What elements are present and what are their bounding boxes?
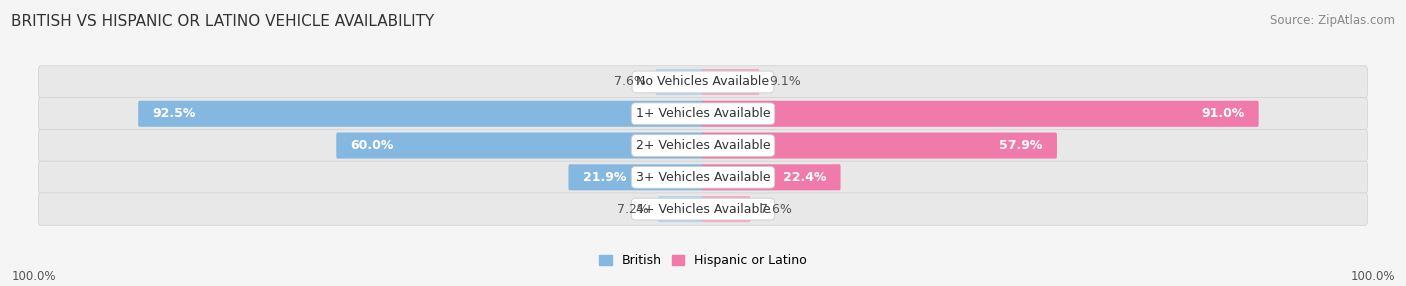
FancyBboxPatch shape — [38, 161, 1368, 194]
Text: No Vehicles Available: No Vehicles Available — [637, 76, 769, 88]
FancyBboxPatch shape — [702, 69, 759, 95]
Text: 60.0%: 60.0% — [350, 139, 394, 152]
Text: 100.0%: 100.0% — [1350, 270, 1395, 283]
Text: BRITISH VS HISPANIC OR LATINO VEHICLE AVAILABILITY: BRITISH VS HISPANIC OR LATINO VEHICLE AV… — [11, 14, 434, 29]
FancyBboxPatch shape — [568, 164, 704, 190]
Text: 9.1%: 9.1% — [769, 76, 801, 88]
Text: 57.9%: 57.9% — [1000, 139, 1043, 152]
Text: 1+ Vehicles Available: 1+ Vehicles Available — [636, 107, 770, 120]
FancyBboxPatch shape — [702, 164, 841, 190]
FancyBboxPatch shape — [702, 132, 1057, 158]
Text: 92.5%: 92.5% — [152, 107, 195, 120]
FancyBboxPatch shape — [38, 66, 1368, 98]
FancyBboxPatch shape — [658, 196, 704, 222]
Text: Source: ZipAtlas.com: Source: ZipAtlas.com — [1270, 14, 1395, 27]
FancyBboxPatch shape — [655, 69, 704, 95]
FancyBboxPatch shape — [702, 101, 1258, 127]
FancyBboxPatch shape — [38, 129, 1368, 162]
FancyBboxPatch shape — [336, 132, 704, 158]
Text: 7.6%: 7.6% — [759, 202, 792, 216]
Text: 7.2%: 7.2% — [617, 202, 648, 216]
Text: 4+ Vehicles Available: 4+ Vehicles Available — [636, 202, 770, 216]
Text: 3+ Vehicles Available: 3+ Vehicles Available — [636, 171, 770, 184]
FancyBboxPatch shape — [138, 101, 704, 127]
Legend: British, Hispanic or Latino: British, Hispanic or Latino — [595, 249, 811, 272]
FancyBboxPatch shape — [38, 193, 1368, 225]
Text: 2+ Vehicles Available: 2+ Vehicles Available — [636, 139, 770, 152]
Text: 100.0%: 100.0% — [11, 270, 56, 283]
Text: 91.0%: 91.0% — [1201, 107, 1244, 120]
Text: 7.6%: 7.6% — [614, 76, 647, 88]
FancyBboxPatch shape — [702, 196, 751, 222]
Text: 21.9%: 21.9% — [582, 171, 626, 184]
Text: 22.4%: 22.4% — [783, 171, 827, 184]
FancyBboxPatch shape — [38, 98, 1368, 130]
